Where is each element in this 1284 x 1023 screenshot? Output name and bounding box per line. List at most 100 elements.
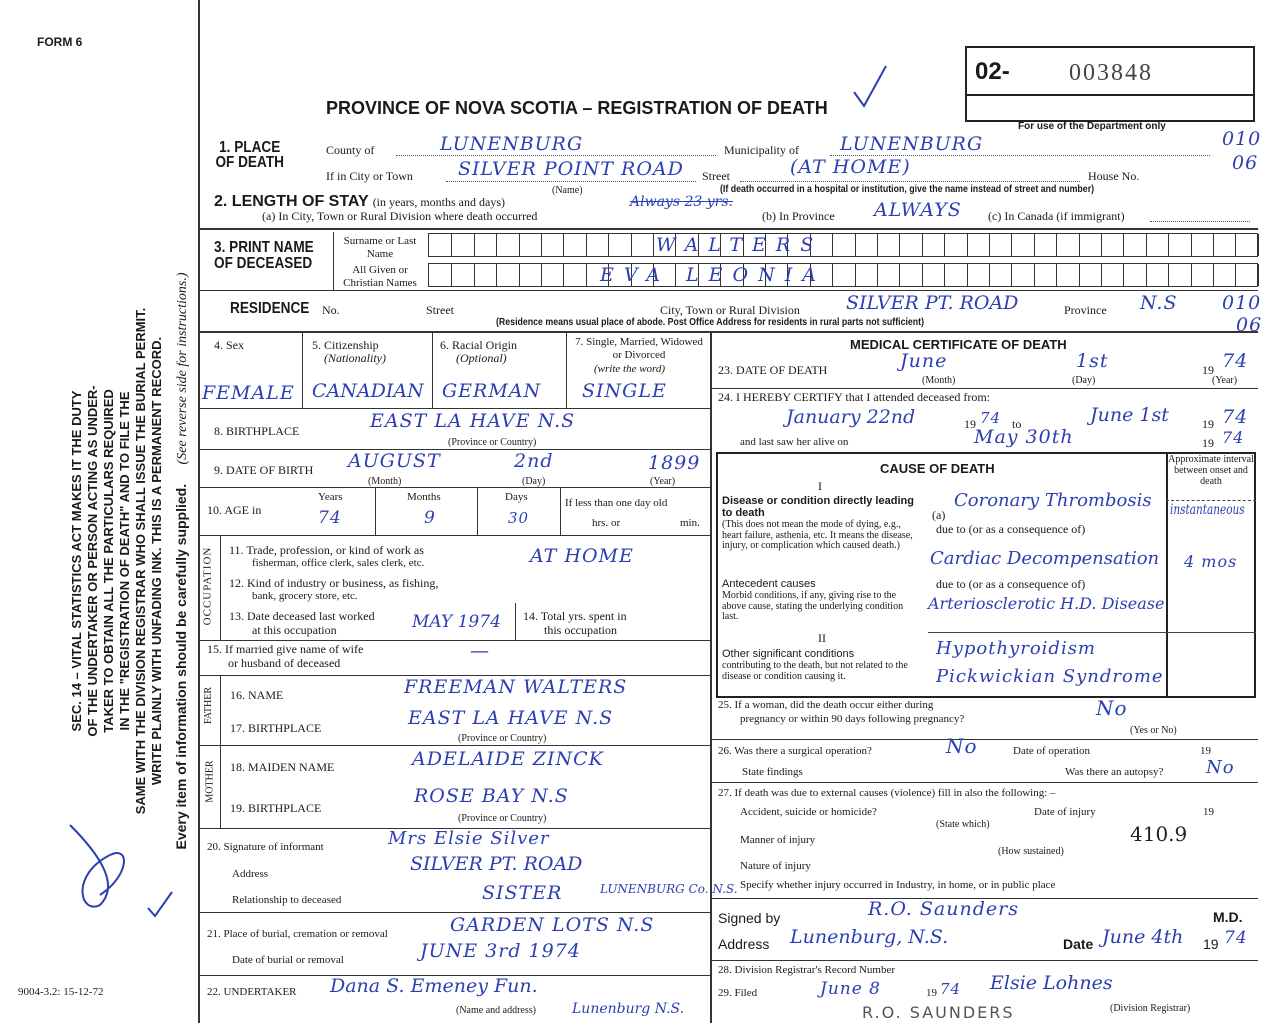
check-mark-icon [147, 891, 173, 918]
side-note: Every item of information should be care… [173, 483, 189, 850]
letter-box [653, 234, 654, 256]
letter-box [1056, 234, 1058, 256]
stay-a-label: (a) In City, Town or Rural Division wher… [262, 209, 538, 223]
date-of-death-label: 23. DATE OF DEATH [718, 363, 828, 377]
mother-birthplace-value: ROSE BAY N.S [414, 785, 569, 807]
occupation-side-label: OCCUPATION [201, 546, 214, 626]
to-label: to [1012, 417, 1022, 431]
q11-value: AT HOME [530, 545, 634, 567]
mother-birthplace-label: 19. BIRTHPLACE [230, 801, 322, 815]
direct-cause-text: (This does not mean the mode of dying, e… [722, 519, 913, 551]
letter-box [1056, 264, 1058, 286]
registration-number-box: 02- 003848 [965, 46, 1255, 122]
letter-box [1190, 264, 1192, 286]
given-name-boxes [428, 263, 1259, 287]
signed-by-label: Signed by [718, 910, 781, 926]
res-city-value: SILVER PT. ROAD [846, 292, 1019, 314]
signed-date: June 4th [1102, 926, 1184, 948]
letter-box [675, 264, 677, 286]
letter-box [720, 234, 722, 256]
given-label: All Given or Christian Names [343, 264, 417, 289]
due-to-label: due to (or as a consequence of) [936, 577, 1086, 591]
from-year: 74 [980, 409, 1002, 427]
res-province-label: Province [1064, 303, 1107, 317]
letter-box [742, 234, 744, 256]
letter-box [630, 234, 632, 256]
q25-label: 25. If a woman, did the death occur eith… [718, 699, 934, 711]
letter-box [451, 264, 453, 286]
letter-box [518, 234, 520, 256]
dept-code: 06 [1232, 152, 1259, 174]
last-seen-date: May 30th [974, 426, 1074, 448]
q27-label: 27. If death was due to external causes … [718, 787, 1056, 799]
icd-code: 410.9 [1130, 822, 1188, 846]
physician-address-label: Address [718, 936, 770, 952]
year-hint: (Year) [1212, 375, 1238, 386]
column-divider [710, 331, 712, 1023]
mother-name-label: 18. MAIDEN NAME [230, 760, 335, 774]
letter-box [832, 264, 834, 286]
letter-box [541, 264, 542, 286]
part-1-label: I [818, 479, 822, 493]
direct-cause-title: Disease or condition directly leading to… [722, 495, 914, 519]
mother-name-value: ADELAIDE ZINCK [412, 748, 604, 770]
record-number-label: 28. Division Registrar's Record Number [718, 964, 896, 976]
cause-b: Cardiac Decompensation [930, 548, 1160, 569]
nature-label: Nature of injury [740, 860, 811, 872]
relationship-value: SISTER [482, 882, 563, 904]
registrar-hint: (Division Registrar) [1110, 1003, 1191, 1014]
letter-box [697, 264, 699, 286]
q13-hint: at this occupation [252, 623, 337, 637]
burial-date-label: Date of burial or removal [232, 954, 344, 966]
letter-box [585, 234, 587, 256]
prov-hint: (Province or Country) [458, 813, 547, 824]
letter-box [675, 234, 677, 256]
letter-box [944, 264, 946, 286]
letter-box [854, 234, 856, 256]
letter-box [854, 264, 856, 286]
autopsy-label: Was there an autopsy? [1065, 766, 1164, 778]
q15-hint: or husband of deceased [228, 656, 341, 670]
letter-box [563, 264, 565, 286]
min-label: min. [680, 517, 700, 529]
state-findings-label: State findings [742, 766, 803, 778]
letter-box [451, 234, 453, 256]
stay-hint: (in years, months and days) [372, 195, 505, 209]
father-side-label: FATHER [203, 686, 215, 725]
letter-box [921, 234, 923, 256]
side-note-2: (See reverse side for instructions.) [175, 272, 190, 465]
q25-hint: (Yes or No) [1130, 725, 1177, 736]
letter-box [966, 234, 968, 256]
hospital-note: (If death occurred in a hospital or inst… [720, 184, 1095, 195]
physician-address: Lunenburg, N.S. [790, 926, 949, 948]
marital-hint: (write the word) [594, 363, 666, 375]
filed-year: 74 [940, 980, 962, 998]
house-label: House No. [1088, 169, 1140, 183]
letter-box [1011, 264, 1013, 286]
letter-box [608, 264, 610, 286]
letter-box [877, 264, 878, 286]
letter-box [1235, 264, 1237, 286]
informant-address-2: LUNENBURG Co. N.S. [600, 882, 738, 896]
res-no-label: No. [322, 303, 340, 317]
form-left-border [198, 0, 200, 1023]
other-conditions-title: Other significant conditions [722, 648, 855, 660]
stay-label: 2. LENGTH OF STAY [214, 193, 369, 210]
physician-signature: R.O. Saunders [868, 898, 1019, 920]
side-line: SEC. 14 – VITAL STATISTICS ACT MAKES IT … [69, 390, 84, 732]
street-label: Street [702, 169, 730, 183]
other-condition-2: Pickwickian Syndrome [936, 666, 1164, 687]
state-which-hint: (State which) [936, 819, 990, 830]
letter-box [899, 264, 901, 286]
letter-box [809, 264, 811, 286]
dept-code: 06 [1236, 314, 1263, 336]
relationship-label: Relationship to deceased [232, 894, 342, 906]
q26-label: 26. Was there a surgical operation? [718, 745, 872, 757]
informant-address: SILVER PT. ROAD [410, 853, 583, 875]
letter-box [1145, 264, 1147, 286]
manner-label: Manner of injury [740, 834, 816, 846]
informant-signature: Mrs Elsie Silver [388, 828, 550, 849]
year-hint: (Year) [650, 476, 676, 487]
father-birthplace-value: EAST LA HAVE N.S [408, 707, 614, 729]
undertaker-label: 22. UNDERTAKER [207, 986, 297, 998]
